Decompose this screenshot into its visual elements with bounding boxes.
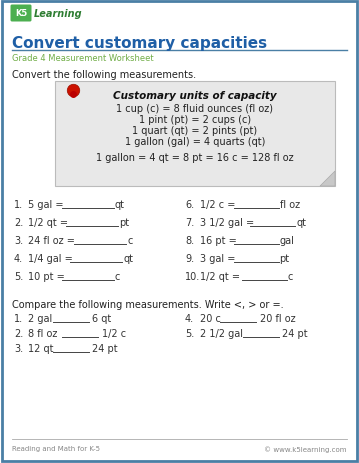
Text: 24 fl oz =: 24 fl oz = bbox=[28, 236, 78, 245]
Text: 9.: 9. bbox=[185, 253, 194, 263]
Text: 1/2 qt =: 1/2 qt = bbox=[200, 271, 246, 282]
Text: 6 qt: 6 qt bbox=[93, 313, 112, 323]
Text: 8.: 8. bbox=[185, 236, 194, 245]
Text: K5: K5 bbox=[15, 9, 27, 19]
Text: 3.: 3. bbox=[14, 343, 23, 353]
Text: 8 fl oz: 8 fl oz bbox=[28, 328, 57, 338]
Text: © www.k5learning.com: © www.k5learning.com bbox=[265, 445, 347, 452]
Text: c: c bbox=[115, 271, 120, 282]
Text: 1 quart (qt) = 2 pints (pt): 1 quart (qt) = 2 pints (pt) bbox=[132, 126, 257, 136]
Text: qt: qt bbox=[297, 218, 306, 227]
FancyBboxPatch shape bbox=[10, 6, 32, 22]
Text: 1 pint (pt) = 2 cups (c): 1 pint (pt) = 2 cups (c) bbox=[139, 115, 251, 125]
Text: 1 cup (c) = 8 fluid ounces (fl oz): 1 cup (c) = 8 fluid ounces (fl oz) bbox=[117, 104, 274, 114]
Text: gal: gal bbox=[280, 236, 294, 245]
Text: 2.: 2. bbox=[14, 218, 23, 227]
Text: 16 pt =: 16 pt = bbox=[200, 236, 240, 245]
FancyBboxPatch shape bbox=[55, 82, 335, 187]
Text: 3 1/2 gal =: 3 1/2 gal = bbox=[200, 218, 257, 227]
Text: Grade 4 Measurement Worksheet: Grade 4 Measurement Worksheet bbox=[12, 54, 154, 63]
Text: c: c bbox=[127, 236, 132, 245]
Text: 20 c: 20 c bbox=[200, 313, 221, 323]
Text: 1/2 c: 1/2 c bbox=[102, 328, 126, 338]
Text: Compare the following measurements. Write <, > or =.: Compare the following measurements. Writ… bbox=[12, 300, 284, 309]
Text: pt: pt bbox=[280, 253, 290, 263]
Text: 4.: 4. bbox=[14, 253, 23, 263]
Text: qt: qt bbox=[123, 253, 133, 263]
Text: Learning: Learning bbox=[34, 9, 83, 19]
Text: 1/4 gal =: 1/4 gal = bbox=[28, 253, 76, 263]
Text: 2.: 2. bbox=[14, 328, 23, 338]
Text: 1.: 1. bbox=[14, 200, 23, 210]
Text: 24 pt: 24 pt bbox=[283, 328, 308, 338]
Text: qt: qt bbox=[115, 200, 125, 210]
Text: 1.: 1. bbox=[14, 313, 23, 323]
Text: 5 gal =: 5 gal = bbox=[28, 200, 67, 210]
Text: 2 1/2 gal: 2 1/2 gal bbox=[200, 328, 243, 338]
Text: 5.: 5. bbox=[185, 328, 194, 338]
Text: 1 gallon (gal) = 4 quarts (qt): 1 gallon (gal) = 4 quarts (qt) bbox=[125, 137, 265, 147]
Text: 2 gal: 2 gal bbox=[28, 313, 52, 323]
Text: Convert the following measurements.: Convert the following measurements. bbox=[12, 70, 196, 80]
Text: 10.: 10. bbox=[185, 271, 200, 282]
Text: 6.: 6. bbox=[185, 200, 194, 210]
Text: 10 pt =: 10 pt = bbox=[28, 271, 68, 282]
Text: 1 gallon = 4 qt = 8 pt = 16 c = 128 fl oz: 1 gallon = 4 qt = 8 pt = 16 c = 128 fl o… bbox=[96, 153, 294, 163]
Text: 7.: 7. bbox=[185, 218, 194, 227]
Text: 3 gal =: 3 gal = bbox=[200, 253, 238, 263]
Text: 3.: 3. bbox=[14, 236, 23, 245]
Text: 24 pt: 24 pt bbox=[93, 343, 118, 353]
Text: 4.: 4. bbox=[185, 313, 194, 323]
Text: 1/2 qt =: 1/2 qt = bbox=[28, 218, 71, 227]
Text: 12 qt: 12 qt bbox=[28, 343, 53, 353]
Text: c: c bbox=[288, 271, 293, 282]
Text: Reading and Math for K-5: Reading and Math for K-5 bbox=[12, 445, 100, 451]
Text: Customary units of capacity: Customary units of capacity bbox=[113, 91, 277, 101]
Text: 20 fl oz: 20 fl oz bbox=[260, 313, 295, 323]
Text: 5.: 5. bbox=[14, 271, 23, 282]
Text: fl oz: fl oz bbox=[280, 200, 300, 210]
Polygon shape bbox=[320, 172, 335, 187]
Text: 1/2 c =: 1/2 c = bbox=[200, 200, 238, 210]
Text: pt: pt bbox=[119, 218, 129, 227]
Text: Convert customary capacities: Convert customary capacities bbox=[12, 36, 267, 51]
